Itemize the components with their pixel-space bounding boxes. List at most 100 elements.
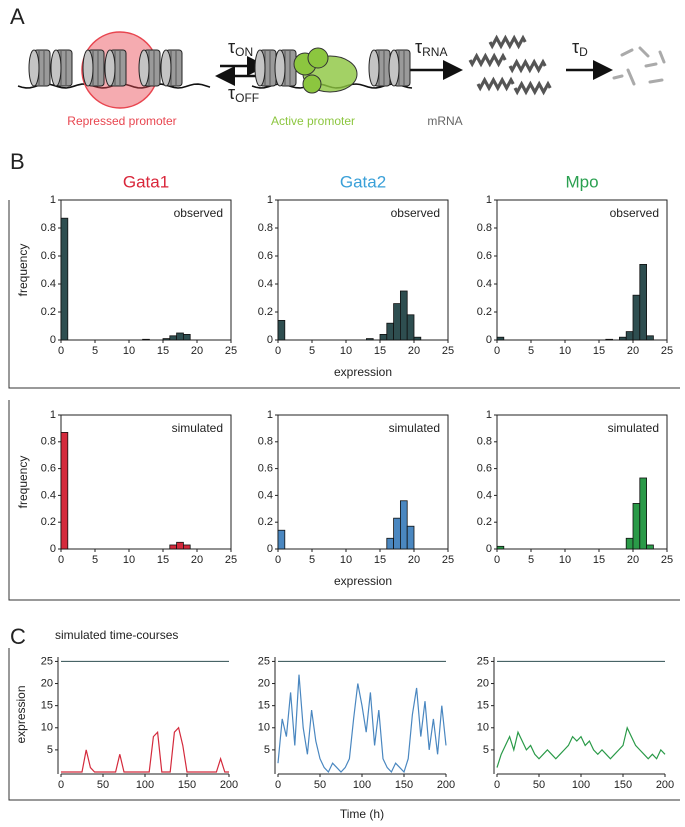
x-tick-label: 25 [661, 345, 673, 357]
bar [60, 432, 69, 550]
plot-frame [496, 414, 668, 550]
x-tick-label: 0 [494, 345, 500, 357]
bar [277, 529, 286, 550]
mrna-fragment [626, 68, 636, 86]
series-line [61, 726, 229, 773]
rate-label: τON [228, 37, 253, 59]
nucleosome [138, 49, 150, 87]
annotation: simulated [608, 421, 659, 435]
y-tick-label: 10 [477, 722, 489, 734]
y-tick-label: 25 [477, 655, 489, 667]
x-tick-label: 20 [408, 554, 420, 566]
bar [632, 294, 641, 341]
y-tick-label: 0.6 [41, 463, 56, 475]
nucleosome [50, 49, 62, 87]
bar [625, 537, 634, 550]
bar [413, 336, 422, 341]
x-tick-label: 15 [593, 554, 605, 566]
y-tick-label: 1 [50, 194, 56, 206]
x-tick-label: 0 [275, 345, 281, 357]
nucleosome [388, 49, 400, 87]
x-axis-label: expression [334, 365, 392, 379]
panel-frame [8, 648, 680, 801]
y-tick-label: 5 [47, 744, 53, 756]
x-tick-label: 25 [661, 554, 673, 566]
x-tick-label: 0 [494, 554, 500, 566]
mrna-fragment [644, 62, 658, 68]
x-tick-label: 15 [374, 345, 386, 357]
x-tick-label: 15 [157, 554, 169, 566]
bar [605, 338, 613, 341]
bar [406, 525, 415, 550]
y-axis-label: frequency [16, 456, 30, 509]
bar [393, 517, 401, 550]
y-tick-label: 10 [41, 722, 53, 734]
y-tick-label: 0.8 [477, 436, 492, 448]
y-tick-label: 15 [258, 700, 270, 712]
y-tick-label: 0 [486, 543, 492, 555]
rate-label: τRNA [415, 37, 447, 59]
mrna-fragment [620, 48, 634, 57]
bar [646, 544, 654, 550]
repressed-label: Repressed promoter [67, 114, 176, 128]
bar [182, 333, 191, 341]
x-tick-label: 25 [442, 554, 454, 566]
x-tick-label: 20 [627, 554, 639, 566]
nucleosome [368, 49, 380, 87]
y-tick-label: 25 [41, 655, 53, 667]
nucleosome [82, 49, 94, 87]
y-axis-label: expression [14, 685, 28, 743]
y-tick-label: 1 [50, 409, 56, 421]
y-tick-label: 0 [50, 334, 56, 346]
x-tick-label: 5 [309, 345, 315, 357]
y-tick-label: 0.2 [477, 516, 492, 528]
x-tick-label: 25 [225, 554, 237, 566]
x-tick-label: 5 [92, 345, 98, 357]
column-title: Gata1 [123, 172, 169, 191]
x-tick-label: 100 [353, 779, 371, 791]
y-tick-label: 0 [267, 334, 273, 346]
y-tick-label: 0.6 [477, 463, 492, 475]
x-tick-label: 20 [408, 345, 420, 357]
y-tick-label: 0.2 [258, 306, 273, 318]
y-tick-label: 5 [483, 744, 489, 756]
bar [399, 500, 408, 550]
y-tick-label: 20 [477, 677, 489, 689]
x-tick-label: 15 [374, 554, 386, 566]
y-tick-label: 0.8 [41, 222, 56, 234]
series-line [496, 725, 666, 768]
x-tick-label: 5 [528, 554, 534, 566]
y-tick-label: 0.2 [477, 306, 492, 318]
y-tick-label: 1 [267, 194, 273, 206]
bar [176, 541, 184, 550]
mrna-label: mRNA [427, 114, 462, 128]
y-tick-label: 0.6 [477, 250, 492, 262]
y-tick-label: 25 [258, 655, 270, 667]
mrna-fragment [648, 78, 664, 84]
polymerase [302, 74, 322, 94]
y-tick-label: 0.6 [258, 463, 273, 475]
x-tick-label: 0 [58, 554, 64, 566]
x-tick-label: 10 [340, 554, 352, 566]
panel-label: B [10, 149, 25, 174]
column-title: Gata2 [340, 172, 386, 191]
y-tick-label: 1 [486, 409, 492, 421]
y-tick-label: 0.8 [258, 436, 273, 448]
bar [169, 544, 178, 550]
y-tick-label: 0.6 [258, 250, 273, 262]
bar [277, 319, 286, 341]
bar [639, 477, 647, 550]
x-tick-label: 25 [225, 345, 237, 357]
x-tick-label: 15 [593, 345, 605, 357]
mrna [476, 76, 515, 92]
bar [393, 303, 401, 341]
y-tick-label: 20 [258, 677, 270, 689]
x-tick-label: 100 [136, 779, 154, 791]
bar [60, 217, 69, 341]
x-tick-label: 200 [220, 779, 238, 791]
x-axis-label: expression [334, 574, 392, 588]
panel-frame [8, 200, 680, 389]
mrna-fragment [658, 50, 666, 64]
x-tick-label: 15 [157, 345, 169, 357]
